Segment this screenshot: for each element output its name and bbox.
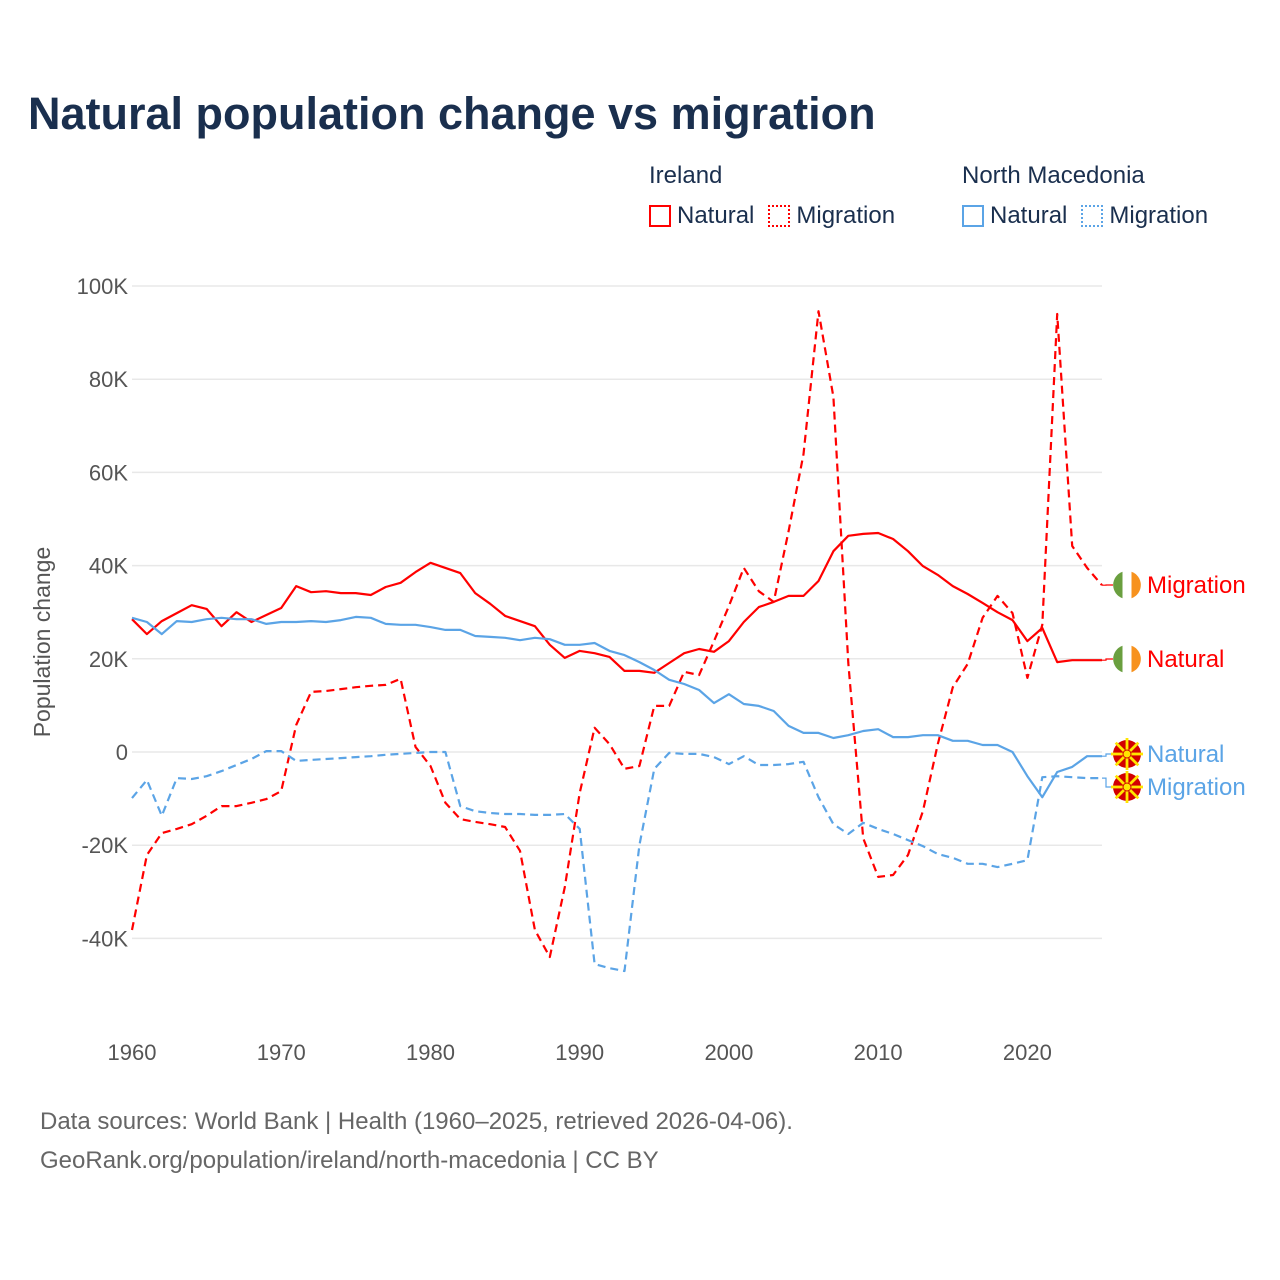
y-tick-label: 0 [116,740,128,765]
legend-swatch-dotted [1081,205,1104,227]
series-line-ireland-migration [130,310,1103,959]
legend-item-nm-migration[interactable]: Migration [1081,202,1208,230]
label-connector [1102,658,1115,661]
end-label: Natural [1147,741,1224,768]
y-axis-label: Population change [29,547,55,738]
flag-sun [1122,749,1132,759]
legend-heading: North Macedonia [962,162,1145,189]
legend-label: Migration [1109,202,1209,229]
footer-link[interactable]: GeoRank.org/population/ireland/north-mac… [40,1147,659,1174]
y-tick-label: 40K [89,554,128,579]
flag-green [1113,645,1123,673]
x-tick-label: 2020 [1003,1040,1052,1065]
end-label: Natural [1147,646,1224,673]
series-line-north-macedonia-migration [131,750,1102,973]
y-tick-label: 20K [89,647,128,672]
y-tick-label: 80K [89,367,128,392]
x-tick-label: 2010 [854,1040,903,1065]
flag-orange [1131,645,1141,673]
legend-item-nm-natural[interactable]: Natural [962,202,1067,230]
label-connector [1102,753,1115,757]
end-label: Migration [1147,774,1246,801]
legend-item-ireland-natural[interactable]: Natural [649,202,754,230]
legend-item-ireland-migration[interactable]: Migration [768,202,895,230]
x-tick-label: 1990 [555,1040,604,1065]
legend-label: Natural [990,202,1068,229]
flag-sun [1122,782,1132,792]
series-line-north-macedonia-natural [131,615,1102,799]
north-macedonia-flag-icon [1111,771,1143,803]
flag-green [1113,571,1123,599]
series-line-ireland-natural [131,531,1102,674]
flag-orange [1131,571,1141,599]
x-tick-label: 1980 [406,1040,455,1065]
y-tick-label: -40K [82,926,129,951]
north-macedonia-flag-icon [1111,738,1143,770]
footer-sources: Data sources: World Bank | Health (1960–… [40,1108,793,1135]
chart-title: Natural population change vs migration [28,88,876,139]
legend-swatch-dotted [768,205,791,227]
x-tick-label: 1970 [257,1040,306,1065]
end-label: Migration [1147,572,1246,599]
x-tick-label: 2000 [704,1040,753,1065]
legend-swatch-solid [962,205,984,227]
ireland-flag-icon [1113,571,1141,599]
x-tick-label: 1960 [108,1040,157,1065]
legend-swatch-solid [649,205,671,227]
label-connector [1102,777,1115,788]
legend-group-north-macedonia: North Macedonia Natural Migration [962,162,1208,230]
y-tick-label: -20K [82,833,129,858]
legend-label: Natural [677,202,755,229]
legend-label: Migration [796,202,896,229]
legend-group-ireland: Ireland Natural Migration [649,162,895,230]
y-tick-label: 100K [77,274,129,299]
legend-heading: Ireland [649,162,723,189]
ireland-flag-icon [1113,645,1141,673]
y-tick-label: 60K [89,460,128,485]
